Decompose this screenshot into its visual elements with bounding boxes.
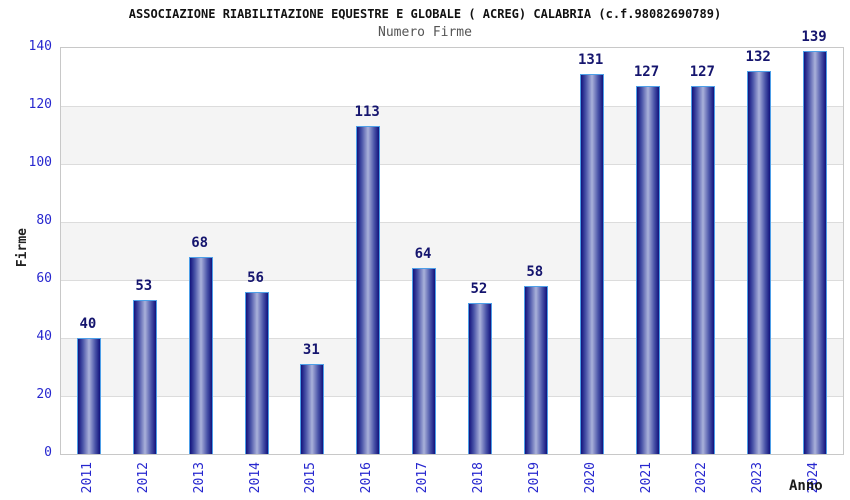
gridline bbox=[61, 222, 843, 223]
bar-2023 bbox=[747, 71, 772, 454]
bar-value-label: 113 bbox=[354, 104, 380, 121]
y-tick-label: 0 bbox=[44, 445, 52, 460]
gridline bbox=[61, 396, 843, 397]
bar-value-label: 127 bbox=[689, 63, 715, 80]
x-tick-label: 2015 bbox=[303, 462, 319, 494]
gridline bbox=[61, 338, 843, 339]
bar-value-label: 131 bbox=[577, 52, 604, 69]
x-tick-label: 2019 bbox=[526, 462, 542, 494]
bar-2013 bbox=[188, 256, 213, 454]
bar-value-label: 132 bbox=[745, 49, 771, 66]
y-tick-label: 140 bbox=[28, 39, 52, 54]
x-tick-label: 2018 bbox=[470, 462, 486, 494]
bar-2020 bbox=[579, 74, 604, 454]
y-tick-label: 20 bbox=[36, 387, 52, 402]
y-tick-label: 40 bbox=[36, 329, 52, 344]
x-axis-title: Anno bbox=[789, 478, 823, 494]
x-tick-label: 2021 bbox=[638, 462, 654, 494]
bar-value-label: 68 bbox=[191, 234, 209, 251]
bar-2012 bbox=[132, 300, 157, 454]
y-tick-label: 100 bbox=[28, 155, 52, 170]
y-tick-label: 60 bbox=[36, 271, 52, 286]
bar-2019 bbox=[523, 285, 548, 454]
x-tick-label: 2017 bbox=[415, 462, 431, 494]
y-tick-label: 80 bbox=[36, 213, 52, 228]
plot-band bbox=[61, 106, 843, 164]
bar-value-label: 56 bbox=[247, 269, 264, 286]
bar-value-label: 127 bbox=[633, 63, 660, 80]
x-tick-label: 2014 bbox=[247, 462, 263, 494]
y-tick-label: 120 bbox=[28, 97, 52, 112]
bar-2022 bbox=[691, 85, 716, 454]
x-tick-label: 2023 bbox=[750, 462, 766, 494]
bar-2015 bbox=[300, 364, 325, 454]
bar-value-label: 58 bbox=[526, 263, 544, 280]
x-tick-label: 2022 bbox=[694, 462, 710, 494]
x-tick-label: 2013 bbox=[191, 462, 207, 494]
y-axis-title: Firme bbox=[15, 228, 30, 268]
bar-2017 bbox=[412, 268, 437, 454]
x-tick-label: 2012 bbox=[135, 462, 151, 494]
bar-2018 bbox=[467, 303, 492, 454]
x-tick-label: 2011 bbox=[79, 462, 95, 494]
bar-value-label: 64 bbox=[414, 246, 432, 263]
bar-value-label: 52 bbox=[470, 281, 488, 298]
gridline bbox=[61, 280, 843, 281]
bar-2021 bbox=[635, 85, 660, 454]
bar-2024 bbox=[803, 50, 828, 454]
bar-value-label: 31 bbox=[302, 342, 320, 359]
x-tick-label: 2020 bbox=[582, 462, 598, 494]
chart-title: ASSOCIAZIONE RIABILITAZIONE EQUESTRE E G… bbox=[128, 7, 722, 21]
bar-2014 bbox=[244, 291, 269, 454]
chart-subtitle: Numero Firme bbox=[378, 25, 472, 40]
x-tick-label: 2016 bbox=[359, 462, 375, 494]
bar-value-label: 40 bbox=[79, 316, 97, 332]
plot-band bbox=[61, 338, 843, 396]
bar-value-label: 139 bbox=[801, 28, 827, 45]
bar-value-label: 53 bbox=[135, 278, 153, 295]
gridline bbox=[61, 164, 843, 165]
plot-area bbox=[60, 47, 844, 455]
bar-2011 bbox=[76, 338, 101, 454]
bar-2016 bbox=[356, 126, 381, 454]
gridline bbox=[61, 106, 843, 107]
